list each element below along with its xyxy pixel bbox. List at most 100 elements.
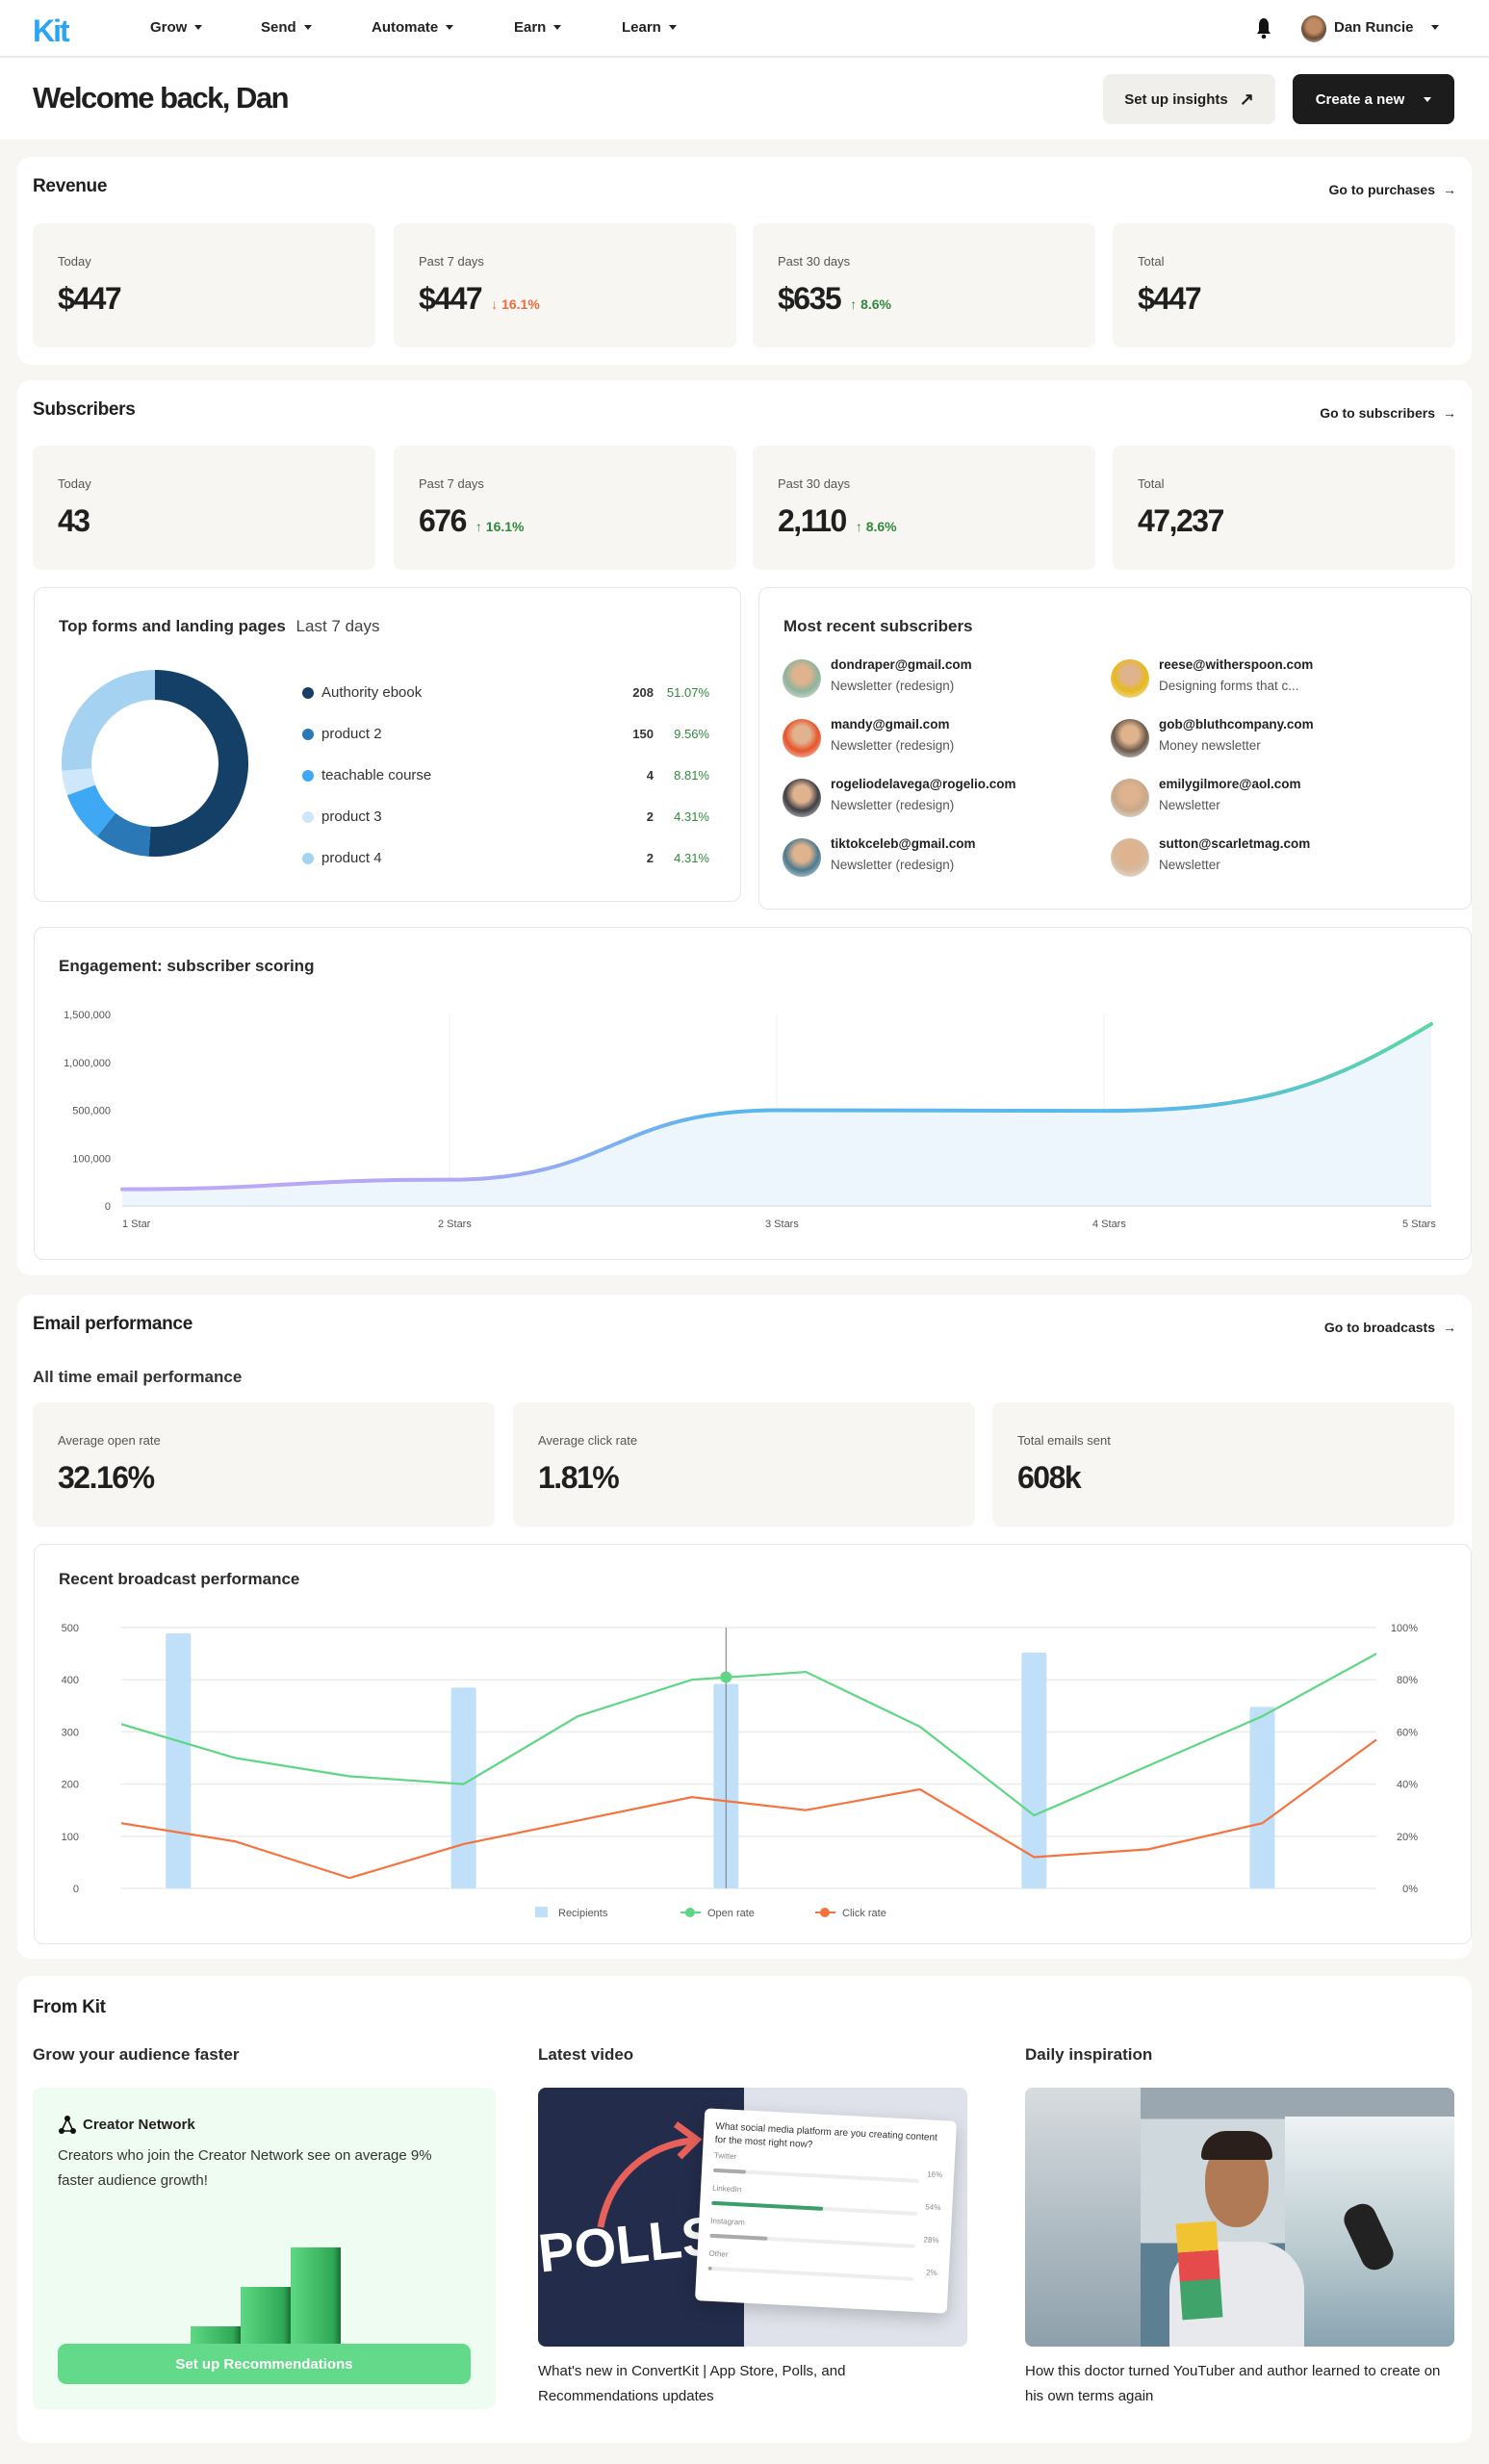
donut-slice[interactable] xyxy=(148,670,249,857)
legend-label[interactable]: Open rate xyxy=(707,1908,755,1919)
stat-card: Average click rate 1.81% xyxy=(513,1402,975,1527)
thumbnail-polls-text: POLLS xyxy=(538,2204,721,2284)
stat-card: Total 47,237 xyxy=(1113,446,1455,570)
y-left-tick: 300 xyxy=(62,1727,79,1738)
user-menu[interactable]: Dan Runcie xyxy=(1334,19,1439,36)
forms-donut-chart xyxy=(62,670,249,857)
nav-earn[interactable]: Earn xyxy=(514,19,562,36)
legend-label[interactable]: Click rate xyxy=(842,1908,886,1919)
subscriber-email[interactable]: reese@witherspoon.com xyxy=(1159,657,1314,672)
poll-bar-fill xyxy=(712,2168,747,2174)
daily-inspiration-image[interactable] xyxy=(1025,2088,1454,2347)
donut-slice[interactable] xyxy=(66,784,116,837)
kit-logo[interactable]: Kit xyxy=(33,13,70,48)
go-to-purchases-link[interactable]: Go to purchases → xyxy=(1329,182,1456,197)
recipients-bar[interactable] xyxy=(450,1687,476,1888)
data-point[interactable] xyxy=(444,1174,455,1186)
caret-down-icon xyxy=(194,25,203,30)
top-nav: Kit Grow Send Automate Earn Learn Dan Ru… xyxy=(0,0,1489,58)
x-tick-label: 3 Stars xyxy=(765,1219,799,1230)
go-to-broadcasts-link[interactable]: Go to broadcasts → xyxy=(1324,1320,1456,1335)
legend-marker xyxy=(685,1908,695,1917)
card-body: Creators who join the Creator Network se… xyxy=(58,2147,432,2189)
nav-grow[interactable]: Grow xyxy=(150,19,203,36)
data-point[interactable] xyxy=(771,1105,783,1116)
button-label: Create a new xyxy=(1315,90,1405,108)
legend-label[interactable]: Recipients xyxy=(558,1908,608,1919)
stat-card: Past 7 days $447 ↓ 16.1% xyxy=(394,223,736,347)
legend-dot xyxy=(302,853,314,864)
data-point[interactable] xyxy=(1425,1018,1437,1030)
subscriber-email[interactable]: tiktokceleb@gmail.com xyxy=(831,836,976,851)
stat-card: Total emails sent 608k xyxy=(992,1402,1454,1527)
link-label: Go to subscribers xyxy=(1320,405,1435,421)
subscriber-avatar xyxy=(1111,719,1149,757)
recipients-bar[interactable] xyxy=(1249,1707,1275,1888)
revenue-card: Revenue Go to purchases → Today $447 Past 7… xyxy=(17,157,1472,365)
recipients-bar[interactable] xyxy=(166,1632,192,1888)
donut-slice[interactable] xyxy=(62,745,93,771)
subscriber-email[interactable]: mandy@gmail.com xyxy=(831,717,950,732)
latest-video-thumbnail[interactable]: POLLS What social media platform are you… xyxy=(538,2088,967,2347)
nav-learn[interactable]: Learn xyxy=(622,19,677,36)
set-up-recommendations-button[interactable]: Set up Recommendations xyxy=(58,2344,471,2384)
arrow-down-icon: ↓ xyxy=(491,296,502,312)
video-caption[interactable]: What's new in ConvertKit | App Store, Po… xyxy=(538,2363,846,2404)
subscriber-avatar xyxy=(783,719,821,757)
subscriber-source: Newsletter xyxy=(1159,858,1220,872)
create-new-button[interactable]: Create a new xyxy=(1293,74,1454,124)
nav-automate[interactable]: Automate xyxy=(372,19,454,36)
subscriber-email[interactable]: dondraper@gmail.com xyxy=(831,657,972,672)
donut-slice[interactable] xyxy=(62,768,95,796)
page-header: Welcome back, Dan Set up insights ↗ Creat… xyxy=(0,58,1489,140)
stat-value: 608k xyxy=(1017,1460,1082,1496)
form-name[interactable]: product 4 xyxy=(321,850,382,866)
bell-icon[interactable] xyxy=(1255,17,1272,40)
form-name[interactable]: product 2 xyxy=(321,726,382,742)
stat-card: Total $447 xyxy=(1113,223,1455,347)
hover-point[interactable] xyxy=(720,1671,732,1683)
inspiration-heading: Daily inspiration xyxy=(1025,2045,1153,2064)
arrow-up-right-icon: ↗ xyxy=(1239,89,1254,109)
x-tick-label: 5 Stars xyxy=(1402,1219,1436,1230)
subscriber-avatar xyxy=(1111,779,1149,817)
data-point[interactable] xyxy=(1098,1105,1110,1116)
stat-number: 676 xyxy=(419,503,467,538)
y-tick-label: 0 xyxy=(105,1201,111,1213)
go-to-subscribers-link[interactable]: Go to subscribers → xyxy=(1320,405,1456,421)
user-avatar[interactable] xyxy=(1301,15,1326,42)
y-right-tick: 0% xyxy=(1402,1884,1418,1895)
legend-dot xyxy=(302,687,314,699)
legend-marker xyxy=(820,1908,830,1917)
subscriber-email[interactable]: emilygilmore@aol.com xyxy=(1159,777,1301,791)
form-name[interactable]: product 3 xyxy=(321,808,382,825)
from-kit-card: From Kit Grow your audience faster Lates… xyxy=(17,1976,1472,2443)
stat-card: Past 30 days $635 ↑ 8.6% xyxy=(753,223,1095,347)
stat-change: ↑ 8.6% xyxy=(856,519,897,534)
subscriber-email[interactable]: rogeliodelavega@rogelio.com xyxy=(831,777,1016,791)
data-point[interactable] xyxy=(116,1184,128,1195)
y-right-tick: 20% xyxy=(1397,1832,1418,1843)
donut-slice[interactable] xyxy=(96,812,151,857)
nav-send[interactable]: Send xyxy=(261,19,312,36)
stat-number: 32.16% xyxy=(58,1460,155,1495)
form-name[interactable]: teachable course xyxy=(321,767,432,783)
y-left-tick: 400 xyxy=(62,1675,79,1686)
subscriber-email[interactable]: gob@bluthcompany.com xyxy=(1159,717,1314,732)
stat-number: 43 xyxy=(58,503,90,538)
subscriber-source: Newsletter (redesign) xyxy=(831,738,955,753)
set-up-insights-button[interactable]: Set up insights ↗ xyxy=(1103,74,1275,124)
period-label: Last 7 days xyxy=(295,617,380,635)
form-name[interactable]: Authority ebook xyxy=(321,684,423,701)
stat-value: 32.16% xyxy=(58,1460,155,1496)
engagement-line xyxy=(120,1021,1433,1192)
stat-card: Average open rate 32.16% xyxy=(33,1402,495,1527)
recipients-bar[interactable] xyxy=(1021,1653,1047,1888)
stat-number: $447 xyxy=(58,281,122,316)
subscriber-email[interactable]: sutton@scarletmag.com xyxy=(1159,836,1311,851)
subsection-title: All time email performance xyxy=(33,1368,243,1386)
poll-option-pct: 2% xyxy=(925,2268,938,2278)
stat-card: Today 43 xyxy=(33,446,375,570)
stat-number: 608k xyxy=(1017,1460,1082,1495)
inspiration-caption[interactable]: How this doctor turned YouTuber and auth… xyxy=(1025,2363,1441,2404)
